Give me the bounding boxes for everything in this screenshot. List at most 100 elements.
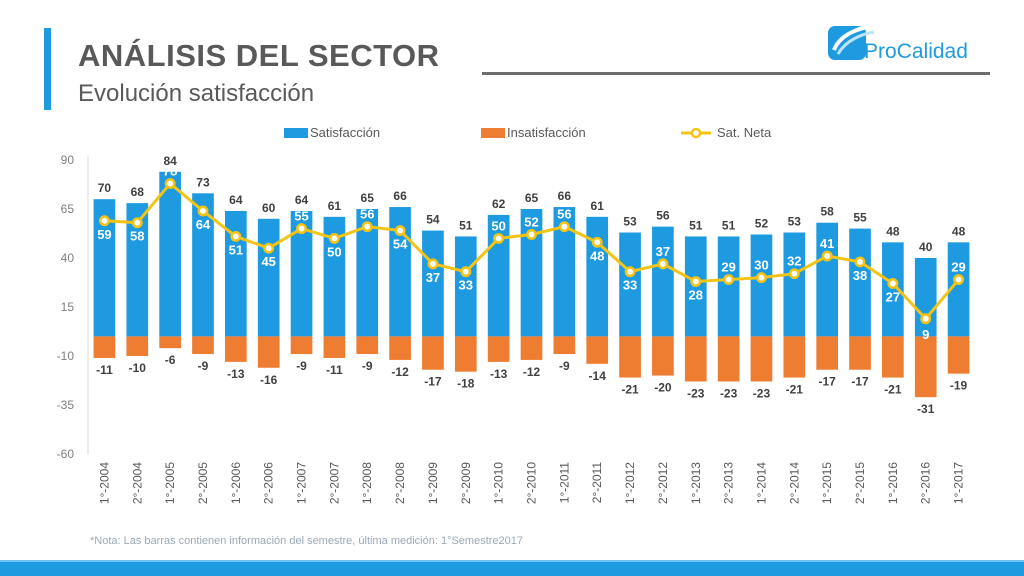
label-sat-neta: 29: [951, 260, 965, 275]
x-tick-label: 2°-2009: [459, 462, 473, 504]
label-satisfaccion: 53: [623, 215, 637, 229]
label-insatisfaccion: -9: [198, 359, 209, 373]
point-sat-neta: [460, 266, 472, 278]
legend-label: Insatisfacción: [507, 125, 586, 140]
bar-satisfaccion: [520, 209, 543, 337]
label-insatisfaccion: -21: [621, 383, 639, 397]
label-insatisfaccion: -21: [884, 383, 902, 397]
point-sat-neta: [920, 313, 932, 325]
y-tick-label: 15: [61, 300, 75, 314]
bar-insatisfaccion: [750, 336, 773, 382]
label-sat-neta: 55: [294, 209, 308, 224]
page-title: ANÁLISIS DEL SECTOR: [78, 38, 440, 73]
label-insatisfaccion: -17: [424, 375, 442, 389]
x-tick-label: 1°-2010: [492, 462, 506, 504]
bar-insatisfaccion: [947, 336, 970, 374]
bar-satisfaccion: [257, 218, 280, 337]
bar-insatisfaccion: [553, 336, 576, 355]
label-insatisfaccion: -20: [654, 381, 672, 395]
y-tick-label: 90: [61, 153, 75, 167]
bar-insatisfaccion: [783, 336, 806, 378]
label-insatisfaccion: -10: [129, 361, 147, 375]
bar-insatisfaccion: [619, 336, 641, 378]
point-sat-neta: [657, 258, 669, 270]
logo-text: ProCalidad: [864, 40, 968, 63]
x-tick-label: 1°-2005: [163, 462, 177, 504]
bar-insatisfaccion: [520, 336, 543, 360]
label-satisfaccion: 54: [426, 213, 440, 227]
x-tick-label: 1°-2004: [97, 462, 111, 504]
bar-satisfaccion: [126, 203, 149, 337]
y-tick-label: -10: [57, 349, 75, 363]
point-sat-neta: [361, 221, 373, 233]
label-sat-neta: 59: [97, 227, 111, 242]
label-satisfaccion: 61: [591, 199, 605, 213]
label-sat-neta: 58: [130, 229, 144, 244]
label-insatisfaccion: -11: [96, 363, 113, 377]
procalidad-logo-icon: [828, 24, 875, 60]
label-insatisfaccion: -13: [227, 367, 245, 381]
bar-satisfaccion: [717, 236, 740, 337]
label-insatisfaccion: -9: [362, 359, 373, 373]
label-satisfaccion: 52: [755, 216, 769, 230]
bar-insatisfaccion: [684, 336, 707, 382]
label-satisfaccion: 66: [558, 189, 572, 203]
bar-satisfaccion: [750, 234, 773, 337]
point-sat-neta: [591, 236, 603, 248]
x-tick-label: 2°-2010: [525, 462, 539, 504]
point-sat-neta: [887, 278, 899, 289]
point-sat-neta: [394, 225, 406, 237]
point-sat-neta: [131, 217, 143, 229]
satisfaction-chart: 90 65 40 15 -10 -35 -60 70 68 84 73 64 60 64 61 65 66 54 5…: [57, 125, 970, 504]
label-insatisfaccion: -17: [851, 375, 869, 389]
label-sat-neta: 64: [196, 217, 211, 232]
bar-satisfaccion: [356, 209, 379, 337]
bar-insatisfaccion: [422, 336, 444, 370]
label-insatisfaccion: -11: [326, 363, 343, 377]
label-satisfaccion: 65: [361, 191, 375, 205]
label-satisfaccion: 48: [952, 224, 966, 238]
bar-satisfaccion: [783, 232, 806, 337]
label-sat-neta: 50: [327, 244, 341, 259]
bar-insatisfaccion: [126, 336, 149, 356]
label-satisfaccion: 58: [820, 205, 834, 219]
title-accent-bar: [44, 28, 51, 110]
point-sat-neta: [230, 230, 242, 242]
label-sat-neta: 45: [261, 254, 275, 269]
label-satisfaccion: 70: [98, 181, 112, 195]
x-tick-label: 2°-2016: [919, 462, 933, 504]
label-insatisfaccion: -9: [559, 359, 570, 373]
label-satisfaccion: 51: [689, 218, 703, 232]
legend-swatch: [481, 128, 505, 138]
point-sat-neta: [98, 215, 110, 227]
label-satisfaccion: 56: [656, 209, 670, 223]
label-satisfaccion: 68: [131, 185, 145, 199]
y-tick-label: 40: [61, 251, 75, 265]
footnote: *Nota: Las barras contienen información …: [90, 535, 524, 547]
point-sat-neta: [263, 242, 275, 254]
bar-satisfaccion: [93, 199, 116, 337]
point-sat-neta: [164, 178, 176, 189]
bar-insatisfaccion: [717, 336, 740, 382]
bar-insatisfaccion: [882, 336, 904, 378]
bar-satisfaccion: [619, 232, 641, 337]
y-tick-label: 65: [61, 202, 75, 216]
x-tick-label: 1°-2015: [820, 462, 834, 504]
label-insatisfaccion: -18: [457, 377, 475, 391]
x-tick-label: 2°-2012: [656, 462, 670, 504]
x-tick-label: 1°-2009: [426, 462, 440, 504]
bar-insatisfaccion: [257, 336, 280, 368]
label-satisfaccion: 66: [393, 189, 407, 203]
label-satisfaccion: 51: [459, 218, 473, 232]
bar-satisfaccion: [882, 242, 904, 337]
x-tick-label: 1°-2017: [952, 462, 966, 504]
bar-insatisfaccion: [323, 336, 346, 358]
label-satisfaccion: 65: [525, 191, 539, 205]
x-tick-label: 1°-2016: [886, 462, 900, 504]
y-tick-label: -35: [57, 398, 75, 412]
bar-insatisfaccion: [224, 336, 247, 362]
bar-insatisfaccion: [914, 336, 937, 398]
x-tick-label: 2°-2013: [722, 462, 736, 504]
point-sat-neta: [788, 268, 800, 280]
point-sat-neta: [953, 274, 965, 286]
